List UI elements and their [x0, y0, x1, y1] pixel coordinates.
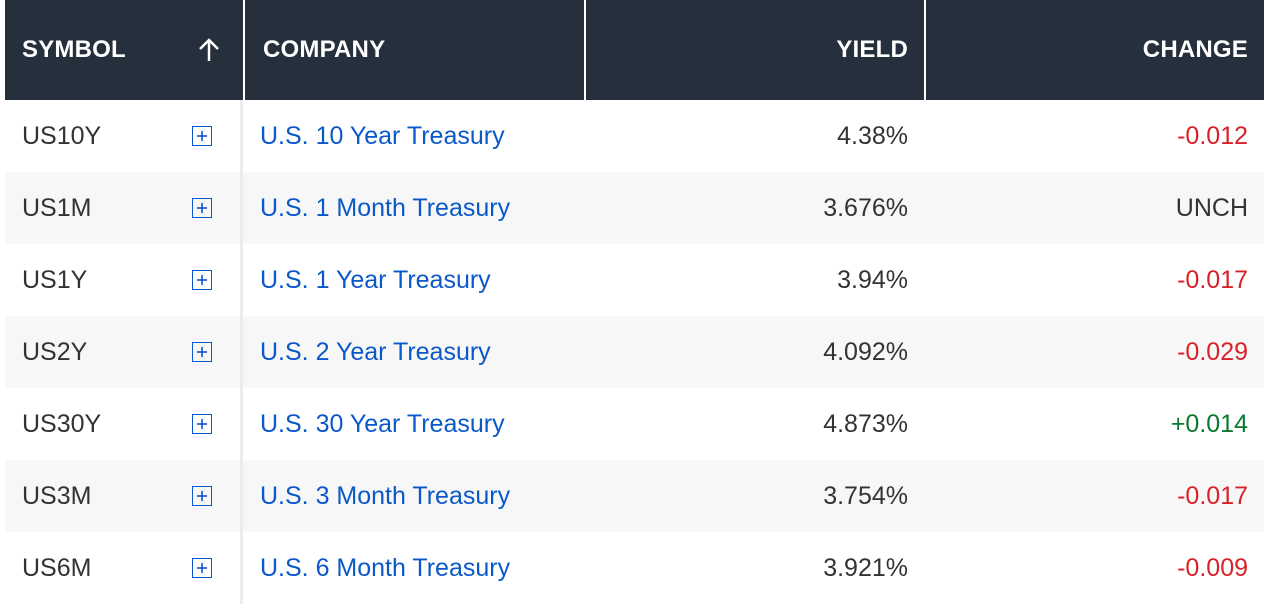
yield-cell: 3.921%: [584, 532, 924, 604]
symbol-cell: US30Y: [5, 388, 243, 460]
add-to-watchlist-plus-icon[interactable]: [192, 414, 212, 434]
company-link[interactable]: U.S. 6 Month Treasury: [260, 553, 511, 582]
yield-cell: 3.94%: [584, 244, 924, 316]
change-value: -0.012: [1177, 121, 1248, 150]
company-link[interactable]: U.S. 30 Year Treasury: [260, 409, 505, 438]
symbol-cell: US6M: [5, 532, 243, 604]
change-cell: -0.017: [924, 244, 1264, 316]
change-cell: -0.029: [924, 316, 1264, 388]
table-row: US3M U.S. 3 Month Treasury 3.754% -0.017: [5, 460, 1264, 532]
yield-cell: 3.754%: [584, 460, 924, 532]
company-link[interactable]: U.S. 3 Month Treasury: [260, 481, 511, 510]
symbol-cell: US3M: [5, 460, 243, 532]
yield-value: 3.754%: [823, 481, 908, 510]
change-cell: +0.014: [924, 388, 1264, 460]
yield-value: 3.94%: [837, 265, 908, 294]
company-link[interactable]: U.S. 10 Year Treasury: [260, 121, 505, 150]
table-row: US6M U.S. 6 Month Treasury 3.921% -0.009: [5, 532, 1264, 604]
table-row: US1M U.S. 1 Month Treasury 3.676% UNCH: [5, 172, 1264, 244]
yield-cell: 4.092%: [584, 316, 924, 388]
symbol-text: US3M: [22, 481, 92, 510]
add-to-watchlist-plus-icon[interactable]: [192, 270, 212, 290]
change-value: -0.009: [1177, 553, 1248, 582]
table-row: US10Y U.S. 10 Year Treasury 4.38% -0.012: [5, 100, 1264, 172]
symbol-cell: US1M: [5, 172, 243, 244]
table-body: US10Y U.S. 10 Year Treasury 4.38% -0.012 US1…: [5, 100, 1264, 604]
company-link[interactable]: U.S. 2 Year Treasury: [260, 337, 491, 366]
column-header-change[interactable]: CHANGE: [924, 0, 1264, 100]
company-cell: U.S. 3 Month Treasury: [243, 460, 584, 532]
company-link[interactable]: U.S. 1 Year Treasury: [260, 265, 491, 294]
company-link[interactable]: U.S. 1 Month Treasury: [260, 193, 511, 222]
yield-value: 3.921%: [823, 553, 908, 582]
company-cell: U.S. 6 Month Treasury: [243, 532, 584, 604]
symbol-text: US2Y: [22, 337, 88, 366]
column-header-company[interactable]: COMPANY: [243, 0, 584, 100]
change-value: -0.017: [1177, 481, 1248, 510]
add-to-watchlist-plus-icon[interactable]: [192, 198, 212, 218]
change-cell: -0.017: [924, 460, 1264, 532]
add-to-watchlist-plus-icon[interactable]: [192, 558, 212, 578]
symbol-text: US6M: [22, 553, 92, 582]
change-cell: -0.009: [924, 532, 1264, 604]
symbol-text: US1M: [22, 193, 92, 222]
column-header-yield-label: YIELD: [836, 36, 908, 63]
column-header-symbol-label: SYMBOL: [22, 36, 126, 63]
add-to-watchlist-plus-icon[interactable]: [192, 126, 212, 146]
company-cell: U.S. 30 Year Treasury: [243, 388, 584, 460]
table-row: US1Y U.S. 1 Year Treasury 3.94% -0.017: [5, 244, 1264, 316]
symbol-text: US1Y: [22, 265, 88, 294]
company-cell: U.S. 1 Year Treasury: [243, 244, 584, 316]
change-value: +0.014: [1170, 409, 1248, 438]
symbol-cell: US1Y: [5, 244, 243, 316]
add-to-watchlist-plus-icon[interactable]: [192, 342, 212, 362]
company-cell: U.S. 10 Year Treasury: [243, 100, 584, 172]
add-to-watchlist-plus-icon[interactable]: [192, 486, 212, 506]
yield-cell: 4.38%: [584, 100, 924, 172]
table-row: US30Y U.S. 30 Year Treasury 4.873% +0.014: [5, 388, 1264, 460]
change-cell: UNCH: [924, 172, 1264, 244]
treasury-yields-table: SYMBOL COMPANY YIELD CHANGE US10Y U.S. 10…: [5, 0, 1264, 604]
symbol-cell: US10Y: [5, 100, 243, 172]
yield-cell: 3.676%: [584, 172, 924, 244]
arrow-up-icon[interactable]: [197, 37, 221, 63]
yield-value: 3.676%: [823, 193, 908, 222]
change-cell: -0.012: [924, 100, 1264, 172]
change-value: -0.029: [1177, 337, 1248, 366]
column-header-company-label: COMPANY: [263, 36, 386, 63]
column-header-symbol[interactable]: SYMBOL: [5, 0, 243, 100]
change-value: UNCH: [1175, 193, 1248, 222]
symbol-text: US30Y: [22, 409, 102, 438]
symbol-text: US10Y: [22, 121, 102, 150]
column-header-yield[interactable]: YIELD: [584, 0, 924, 100]
yield-value: 4.092%: [823, 337, 908, 366]
yield-cell: 4.873%: [584, 388, 924, 460]
table-row: US2Y U.S. 2 Year Treasury 4.092% -0.029: [5, 316, 1264, 388]
symbol-cell: US2Y: [5, 316, 243, 388]
company-cell: U.S. 1 Month Treasury: [243, 172, 584, 244]
yield-value: 4.873%: [823, 409, 908, 438]
table-header: SYMBOL COMPANY YIELD CHANGE: [5, 0, 1264, 100]
yield-value: 4.38%: [837, 121, 908, 150]
company-cell: U.S. 2 Year Treasury: [243, 316, 584, 388]
column-header-change-label: CHANGE: [1142, 36, 1248, 63]
change-value: -0.017: [1177, 265, 1248, 294]
